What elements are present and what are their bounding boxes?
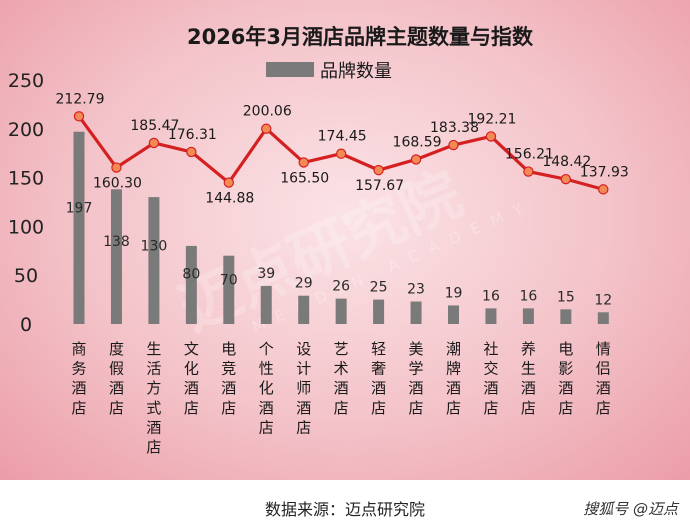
- bar: [373, 299, 385, 324]
- bar-value-label: 25: [370, 280, 388, 296]
- line-value-label: 192.21: [467, 111, 516, 127]
- bar-value-label: 26: [332, 279, 350, 295]
- bar-value-label: 23: [407, 282, 425, 298]
- line-value-label: 183.38: [430, 120, 479, 136]
- bar: [223, 255, 235, 324]
- line-value-label: 212.79: [56, 91, 105, 107]
- x-tick-label: 商务酒店: [71, 340, 86, 417]
- y-tick-label: 150: [8, 168, 44, 190]
- x-tick-label: 轻奢酒店: [371, 340, 386, 417]
- bar-value-label: 15: [557, 289, 575, 305]
- line-point: [186, 146, 197, 158]
- line-point: [223, 177, 234, 188]
- line-value-label: 160.30: [93, 176, 142, 192]
- y-tick-label: 100: [8, 216, 44, 238]
- bar-value-label: 80: [182, 267, 200, 283]
- bar: [110, 189, 122, 324]
- line-point: [523, 166, 534, 177]
- bar: [560, 309, 572, 324]
- line-value-label: 165.50: [280, 170, 329, 186]
- line-point: [560, 173, 572, 185]
- line-point: [73, 111, 85, 122]
- x-tick-label: 艺术酒店: [334, 340, 349, 417]
- x-tick-label: 美学酒店: [409, 340, 424, 417]
- y-tick-label: 50: [14, 265, 38, 287]
- x-axis-categories: 商务酒店 度假酒店 生活方式酒店 文化酒店 电竞酒店 个性化酒店 设计师酒店 艺术酒店 轻奢酒店…: [71, 340, 610, 456]
- line-value-label: 168.59: [393, 134, 442, 150]
- bar-value-label: 138: [103, 234, 130, 250]
- line-value-label: 148.42: [542, 154, 591, 170]
- bar: [485, 308, 497, 324]
- line-point: [298, 157, 309, 168]
- bar-value-label: 70: [220, 272, 238, 288]
- line-point: [111, 162, 122, 173]
- x-tick-label: 养生酒店: [521, 340, 536, 417]
- y-tick-label: 0: [20, 314, 32, 336]
- x-tick-label: 文化酒店: [184, 340, 199, 417]
- line-value-label: 157.67: [355, 178, 404, 194]
- x-tick-label: 社交酒店: [483, 340, 498, 417]
- bar: [148, 197, 160, 324]
- line-point: [261, 123, 272, 134]
- x-tick-label: 潮牌酒店: [446, 340, 461, 417]
- bar-value-label: 16: [519, 288, 537, 304]
- bar-value-label: 29: [295, 276, 313, 292]
- line-value-label: 176.31: [168, 127, 217, 143]
- line-value-label: 144.88: [205, 191, 254, 207]
- bar-value-label: 39: [257, 266, 275, 282]
- line-value-label: 200.06: [243, 104, 292, 120]
- x-tick-label: 度假酒店: [109, 340, 124, 417]
- x-tick-label: 情侣酒店: [596, 340, 611, 417]
- bar: [260, 285, 272, 324]
- bar: [410, 301, 422, 324]
- bar-series: 197 138 130 80 70 39 29 26 25 23 19 16 16 15 12: [66, 131, 612, 324]
- x-tick-label: 生活方式酒店: [146, 340, 161, 456]
- line-value-label: 185.47: [130, 118, 179, 134]
- x-tick-label: 电竞酒店: [221, 340, 236, 417]
- bar: [597, 312, 609, 324]
- line-point: [598, 184, 609, 195]
- bar: [448, 305, 459, 324]
- line-value-label: 137.93: [580, 164, 629, 180]
- chart-title: 2026年3月酒店品牌主题数量与指数: [187, 25, 534, 49]
- legend-label: 品牌数量: [320, 61, 392, 82]
- line-point: [485, 131, 497, 142]
- line-point: [148, 137, 160, 149]
- line-value-label: 174.45: [318, 129, 367, 145]
- line-point: [448, 139, 459, 151]
- source-note: 数据来源：迈点研究院: [265, 500, 425, 519]
- x-tick-label: 设计师酒店: [296, 340, 311, 436]
- y-tick-label: 200: [8, 119, 44, 141]
- bar-value-label: 12: [594, 292, 612, 308]
- legend-swatch: [266, 62, 314, 77]
- bar-value-label: 197: [66, 200, 93, 216]
- y-axis: 0 50 100 150 200 250: [8, 70, 44, 336]
- bar: [298, 295, 310, 324]
- bar-value-label: 16: [482, 288, 500, 304]
- x-tick-label: 个性化酒店: [259, 340, 274, 436]
- line-value-label: 156.21: [505, 147, 554, 163]
- bar-value-label: 130: [141, 238, 168, 254]
- bar-value-label: 19: [445, 285, 463, 301]
- bar: [522, 308, 534, 324]
- bar: [73, 131, 85, 324]
- bar: [335, 298, 347, 324]
- line-point: [410, 154, 422, 165]
- x-tick-label: 电影酒店: [558, 340, 573, 417]
- y-tick-label: 250: [8, 70, 44, 92]
- bar: [185, 245, 197, 324]
- brand-mark: 搜狐号 @迈点: [583, 500, 680, 518]
- line-point: [373, 164, 384, 176]
- line-point: [335, 148, 347, 159]
